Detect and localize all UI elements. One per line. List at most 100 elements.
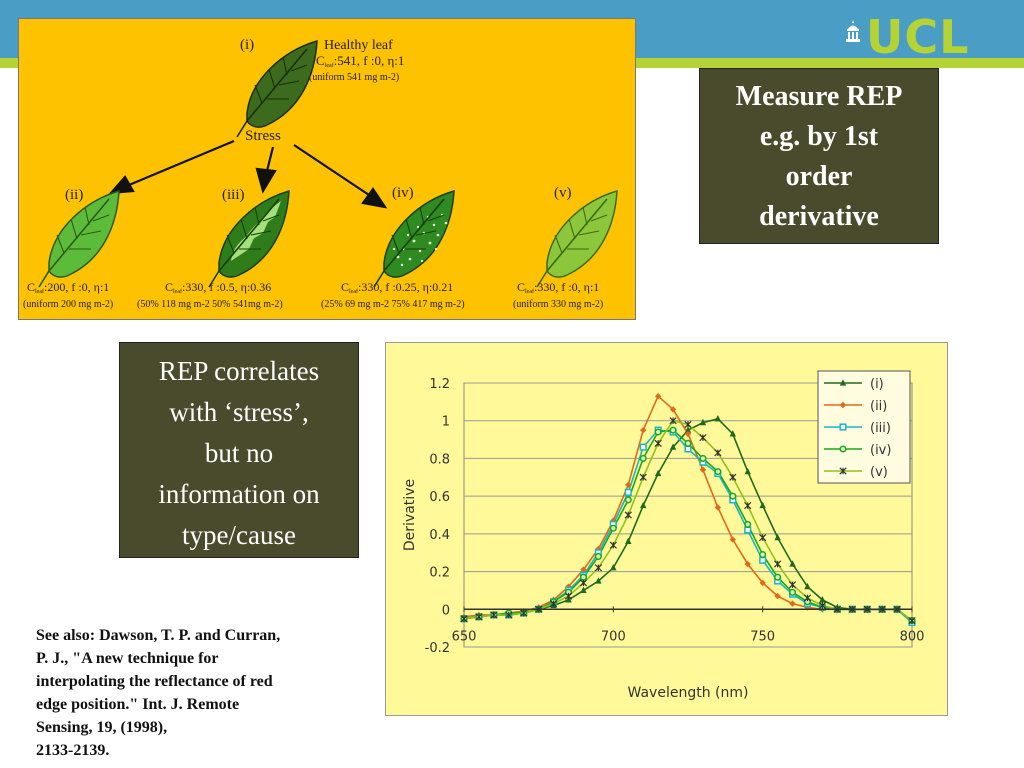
data-point: [744, 520, 752, 528]
data-point: [624, 511, 632, 519]
measure-rep-line: derivative: [759, 201, 879, 232]
reference-citation: See also: Dawson, T. P. and Curran, P. J…: [36, 624, 356, 762]
x-tick-label: 700: [601, 629, 626, 644]
x-axis-label: Wavelength (nm): [628, 685, 749, 701]
data-point: [819, 596, 826, 603]
leaf-i-sub: leaf: [325, 62, 334, 69]
data-point: [839, 401, 847, 409]
leaf-iii-tail: :330, f :0.5, η:0.36: [182, 280, 271, 294]
data-point: [639, 473, 647, 481]
data-point: [624, 488, 632, 496]
data-point: [684, 430, 692, 438]
leaf-ii-icon: [38, 189, 120, 288]
numeral-iv: (iv): [392, 185, 414, 201]
rep-correlates-line: with ‘stress’,: [169, 397, 309, 427]
numeral-v: (v): [554, 185, 572, 201]
reference-line: 2133-2139.: [36, 742, 110, 759]
data-point: [839, 467, 847, 475]
data-point: [624, 496, 632, 504]
data-point: [818, 601, 827, 610]
leaf-v-tail: :330, f :0, η:1: [534, 280, 599, 294]
leaf-ii-c: C: [27, 280, 35, 294]
data-point: [594, 552, 602, 561]
leaf-iv-c: C: [341, 280, 349, 294]
leaf-iii-c: C: [165, 280, 173, 294]
data-point: [788, 581, 797, 589]
data-point: [595, 577, 602, 584]
data-point: [714, 415, 722, 422]
x-tick-label: 650: [452, 629, 477, 644]
data-point: [505, 611, 513, 619]
data-point: [744, 467, 751, 475]
legend-label: (iv): [870, 443, 891, 458]
portico-icon: [846, 20, 860, 42]
rep-correlates-box: REP correlates with ‘stress’, but no inf…: [119, 342, 359, 558]
y-axis: -0.2 0 0.2 0.4 0.6 0.8 1 1.2: [425, 377, 450, 656]
data-point: [744, 560, 751, 568]
derivative-chart-svg: 650 700 750 800 -0.200.20.40.60.811.2 (i)(i…: [402, 370, 924, 701]
data-point: [580, 586, 587, 594]
data-point: [579, 573, 588, 581]
y-tick-label: 0.8: [429, 452, 450, 467]
leaf-i-uniform: (uniform 541 mg m-2): [309, 72, 399, 83]
data-point: [839, 445, 847, 453]
data-point: [625, 537, 632, 544]
data-point: [729, 492, 737, 500]
y-tick-label: 1: [442, 415, 450, 430]
data-point: [759, 556, 767, 564]
data-point: [729, 473, 737, 481]
ucl-logo-text: UCL: [866, 10, 970, 64]
data-point: [839, 379, 847, 386]
reference-line: Sensing, 19, (1998),: [36, 719, 168, 736]
data-point: [774, 533, 781, 541]
data-point: [609, 541, 617, 549]
data-point: [490, 611, 498, 619]
leaf-iii-sub: leaf: [173, 288, 182, 295]
data-point: [804, 582, 811, 590]
x-tick-label: 750: [750, 629, 775, 644]
data-point: [594, 564, 603, 572]
measure-rep-box: Measure REP e.g. by 1st order derivative: [699, 68, 939, 244]
data-point: [788, 588, 797, 596]
ucl-logo: UCL: [846, 14, 969, 66]
legend-label: (v): [870, 465, 888, 480]
leaf-i-icon: [236, 39, 318, 138]
leaf-iv-params: Cleaf:330, f :0.25, η:0.21: [341, 280, 453, 295]
data-point: [759, 501, 766, 509]
data-point: [699, 466, 707, 473]
data-point: [684, 420, 692, 429]
leaf-iv-sub: leaf: [349, 288, 358, 295]
legend-label: (iii): [870, 421, 891, 436]
data-point: [714, 449, 722, 457]
y-tick-label: 1.2: [429, 377, 450, 392]
legend-label: (i): [870, 377, 884, 392]
data-point: [803, 594, 812, 602]
data-point: [684, 439, 692, 447]
data-point: [610, 564, 617, 571]
x-axis: 650 700 750 800: [452, 606, 924, 644]
data-point: [669, 406, 677, 413]
reference-line: See also: Dawson, T. P. and Curran,: [36, 627, 281, 644]
data-point: [640, 501, 647, 509]
healthy-leaf-title: Healthy leaf: [324, 38, 393, 53]
rep-correlates-line: information on: [158, 479, 320, 509]
leaf-iii-params: Cleaf:330, f :0.5, η:0.36: [165, 280, 271, 295]
measure-rep-line: Measure REP: [735, 81, 903, 112]
data-point: [773, 560, 782, 568]
data-point: [759, 534, 767, 542]
leaf-ii-sub: leaf: [35, 288, 44, 295]
y-tick-label: 0.2: [429, 566, 450, 581]
data-point: [579, 579, 588, 587]
reference-line: edge position." Int. J. Remote: [36, 696, 240, 713]
data-point: [774, 573, 782, 581]
y-tick-label: 0.4: [429, 528, 450, 543]
leaf-iv-tail: :330, f :0.25, η:0.21: [358, 280, 453, 294]
data-point: [609, 524, 617, 532]
data-point: [475, 613, 483, 621]
data-point: [759, 551, 767, 559]
data-point: [744, 501, 752, 510]
stress-label: Stress: [245, 128, 281, 144]
data-point: [565, 583, 572, 590]
leaf-iv-uniform: (25% 69 mg m-2 75% 417 mg m-2): [321, 299, 465, 310]
y-axis-label: Derivative: [402, 479, 418, 551]
